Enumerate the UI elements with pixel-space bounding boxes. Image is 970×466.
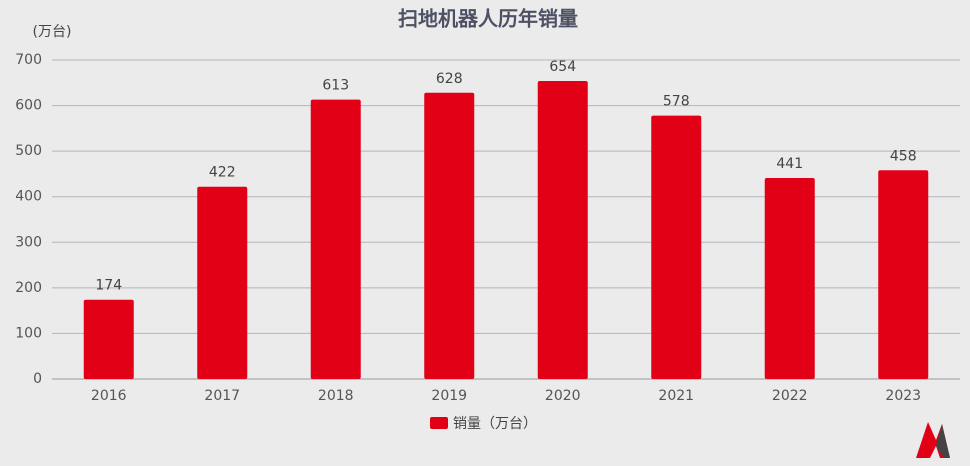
bar [310, 99, 361, 379]
y-tick-label: 0 [33, 371, 42, 387]
y-tick-label: 400 [15, 189, 42, 205]
bar [764, 178, 815, 379]
x-tick-label: 2019 [431, 388, 467, 404]
value-label: 578 [663, 94, 690, 110]
bar [878, 170, 929, 379]
value-label: 441 [776, 156, 803, 172]
y-tick-label: 200 [15, 280, 42, 296]
x-tick-label: 2022 [772, 388, 808, 404]
x-tick-label: 2018 [318, 388, 354, 404]
x-tick-label: 2017 [204, 388, 240, 404]
chart-title: 扫地机器人历年销量 [398, 7, 578, 31]
bar [651, 115, 702, 380]
bar [197, 186, 248, 379]
value-label: 174 [95, 278, 122, 294]
y-axis-label: (万台) [33, 24, 72, 40]
value-label: 458 [890, 148, 917, 164]
y-tick-label: 300 [15, 234, 42, 250]
value-label: 654 [549, 59, 576, 75]
value-label: 613 [322, 78, 349, 94]
bar [424, 92, 475, 379]
x-tick-label: 2023 [885, 388, 921, 404]
y-tick-label: 700 [15, 52, 42, 68]
legend-swatch [430, 417, 448, 429]
bar [83, 299, 134, 379]
x-tick-label: 2021 [658, 388, 694, 404]
logo-mark [936, 424, 950, 458]
logo [916, 422, 950, 458]
value-label: 628 [436, 71, 463, 87]
bar [537, 80, 588, 379]
y-tick-label: 100 [15, 325, 42, 341]
legend-label: 销量（万台） [453, 416, 537, 432]
y-tick-label: 600 [15, 98, 42, 114]
x-tick-label: 2020 [545, 388, 581, 404]
value-label: 422 [209, 165, 236, 181]
y-tick-label: 500 [15, 143, 42, 159]
x-tick-label: 2016 [91, 388, 127, 404]
